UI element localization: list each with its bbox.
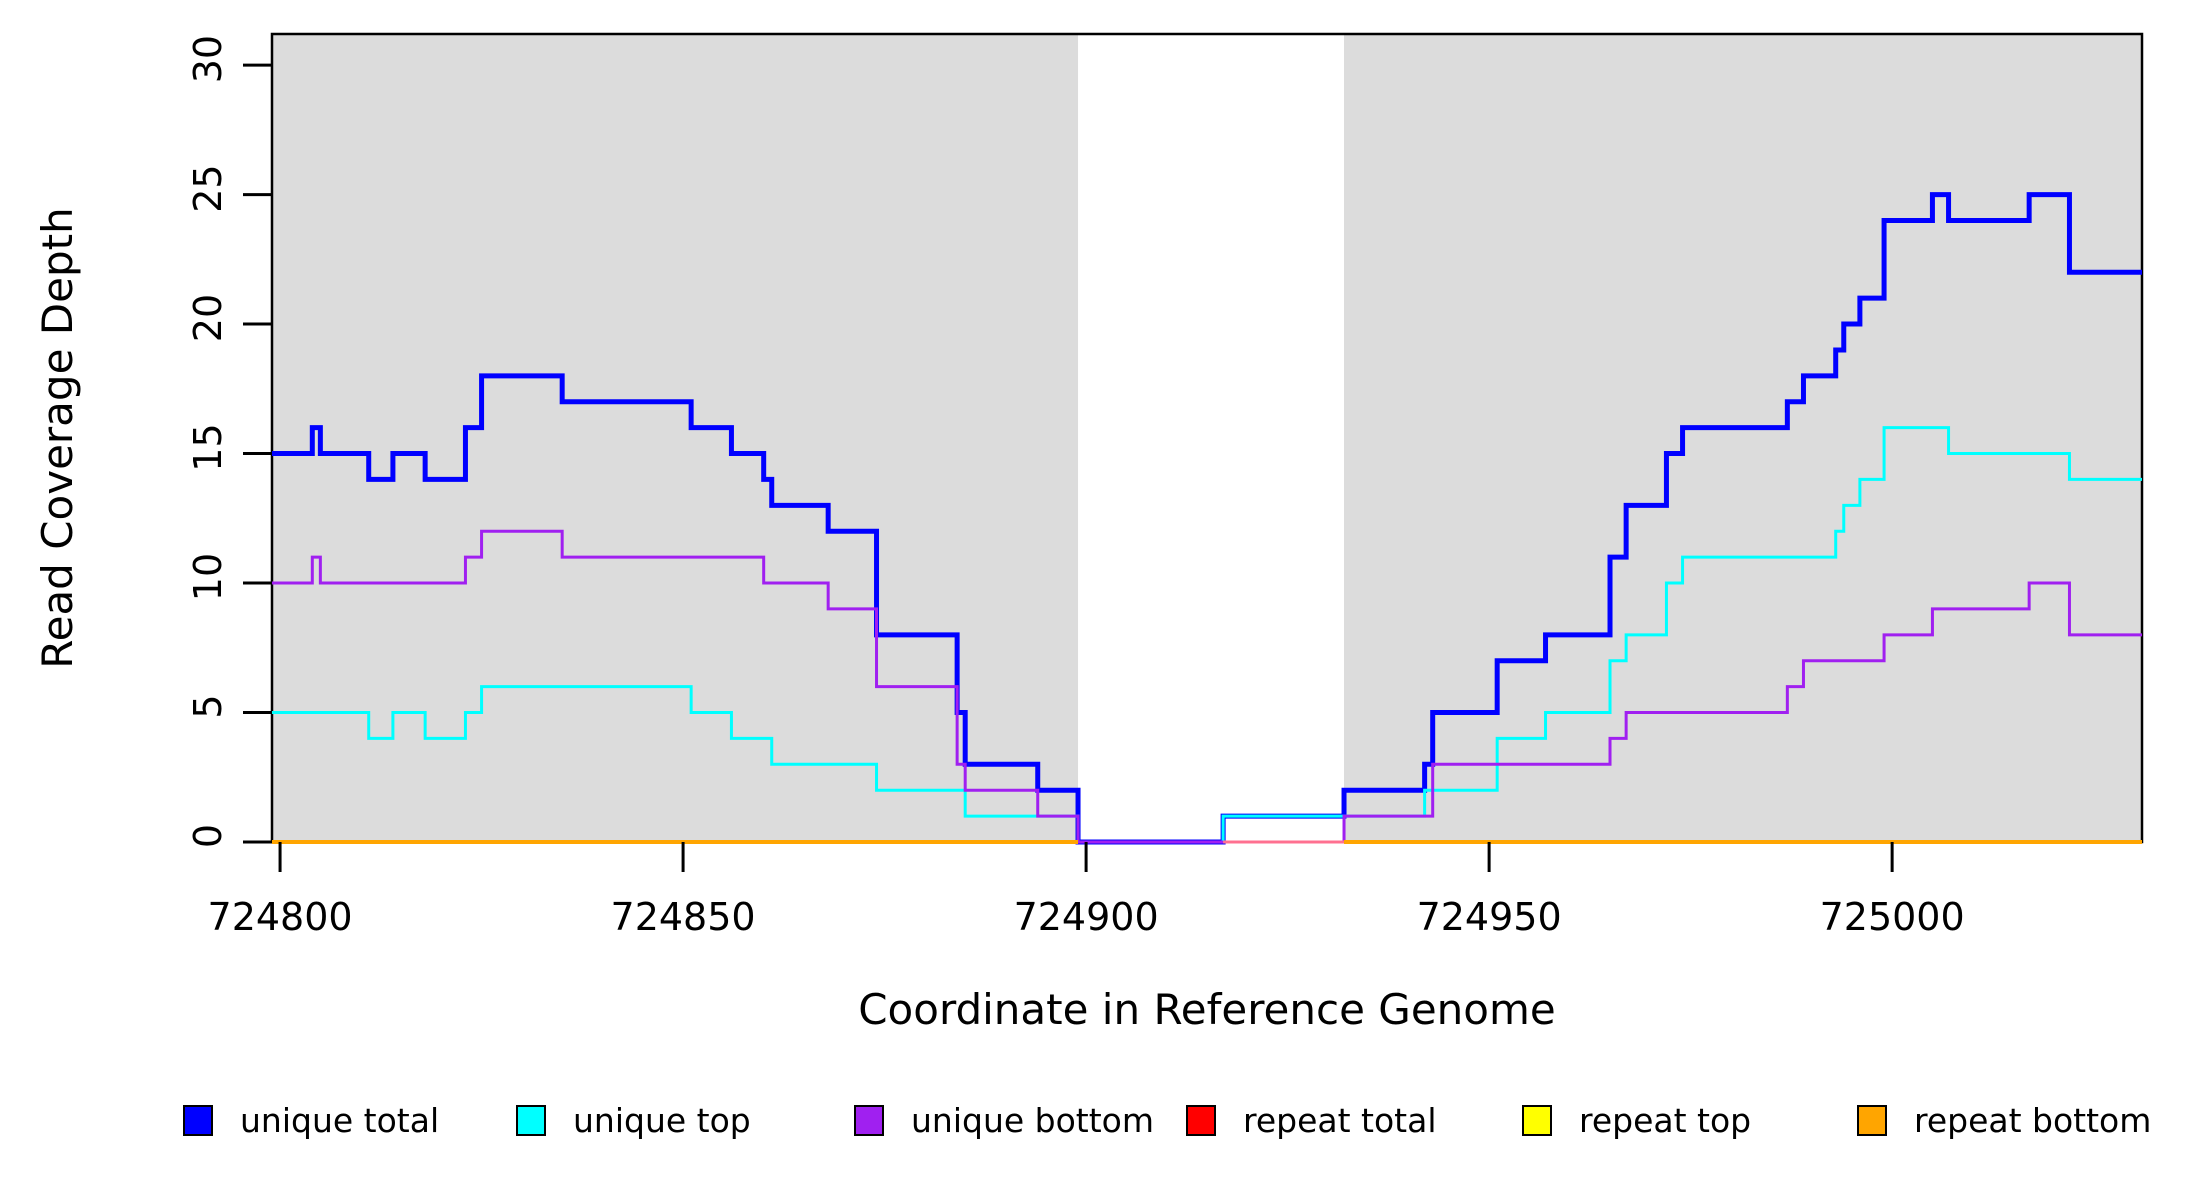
y-axis: 0 5 10 15 20 25 30 xyxy=(186,35,272,848)
shaded-regions xyxy=(272,34,2142,842)
legend-label: unique bottom xyxy=(911,1100,1155,1140)
legend-label: unique total xyxy=(240,1100,440,1140)
legend-swatch-icon xyxy=(854,1104,884,1136)
x-axis: 724800 724850 724900 724950 725000 xyxy=(208,842,1965,939)
legend-item-unique-total: unique total xyxy=(183,1100,439,1140)
x-axis-label: Coordinate in Reference Genome xyxy=(858,985,1556,1034)
y-tick-label: 25 xyxy=(186,164,230,212)
legend-swatch-icon xyxy=(1857,1104,1887,1136)
x-tick-label: 724850 xyxy=(611,895,756,939)
legend-label: repeat bottom xyxy=(1914,1100,2152,1140)
y-tick-label: 5 xyxy=(186,694,230,718)
x-tick-label: 725000 xyxy=(1820,895,1965,939)
legend-item-unique-top: unique top xyxy=(516,1100,751,1140)
x-tick-label: 724900 xyxy=(1014,895,1159,939)
legend-item-repeat-top: repeat top xyxy=(1522,1100,1751,1140)
x-tick-label: 724800 xyxy=(208,895,353,939)
shaded-region xyxy=(1344,34,2142,842)
y-tick-label: 0 xyxy=(186,824,230,848)
legend-swatch-icon xyxy=(1186,1104,1216,1136)
x-tick-label: 724950 xyxy=(1417,895,1562,939)
legend-item-repeat-total: repeat total xyxy=(1186,1100,1437,1140)
y-tick-label: 15 xyxy=(186,423,230,471)
series-lines xyxy=(272,192,2142,845)
legend-label: repeat top xyxy=(1579,1100,1752,1140)
legend-label: unique top xyxy=(573,1100,751,1140)
y-tick-label: 20 xyxy=(186,294,230,342)
legend-item-unique-bottom: unique bottom xyxy=(854,1100,1154,1140)
legend-swatch-icon xyxy=(183,1104,213,1136)
shaded-region xyxy=(272,34,1079,842)
series-line-unique-top xyxy=(272,426,2142,844)
legend-swatch-icon xyxy=(516,1104,546,1136)
legend: unique total unique top unique bottom repea… xyxy=(0,1100,2200,1148)
legend-item-repeat-bottom: repeat bottom xyxy=(1857,1100,2151,1140)
series-line-unique-bottom xyxy=(272,529,2142,844)
legend-label: repeat total xyxy=(1243,1100,1437,1140)
y-axis-label: Read Coverage Depth xyxy=(33,207,82,668)
legend-swatch-icon xyxy=(1522,1104,1552,1136)
y-tick-label: 30 xyxy=(186,35,230,83)
y-tick-label: 10 xyxy=(186,553,230,601)
